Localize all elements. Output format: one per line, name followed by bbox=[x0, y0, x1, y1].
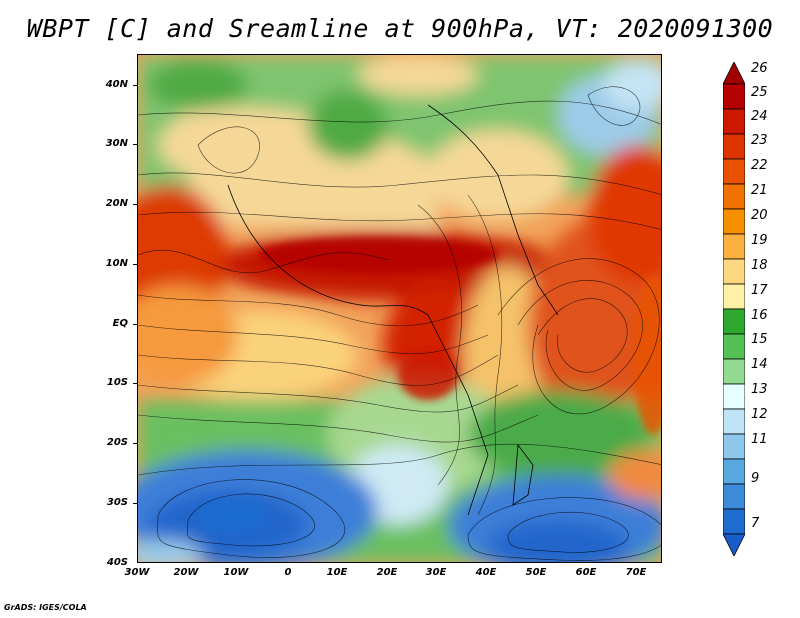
coastlines bbox=[227, 104, 559, 516]
colorbar-label: 18 bbox=[751, 258, 768, 273]
colorbar-swatch bbox=[723, 358, 745, 385]
chart-title: WBPT [C] and Sreamline at 900hPa, VT: 20… bbox=[26, 14, 774, 43]
lat-label: 10S bbox=[106, 377, 128, 388]
colorbar-label: 17 bbox=[751, 283, 768, 298]
colorbar-swatch bbox=[723, 233, 745, 260]
colorbar-swatch bbox=[723, 458, 745, 485]
wbpt-detail bbox=[198, 237, 661, 533]
colorbar-swatch bbox=[723, 508, 745, 535]
lon-label: 30W bbox=[124, 567, 150, 578]
colorbar-label: 12 bbox=[751, 407, 768, 422]
lon-label: 70E bbox=[625, 567, 647, 578]
map-panel bbox=[137, 54, 662, 563]
colorbar-swatch bbox=[723, 308, 745, 335]
colorbar-swatch bbox=[723, 408, 745, 435]
colorbar-swatch bbox=[723, 133, 745, 160]
lat-label: 30S bbox=[106, 497, 128, 508]
lat-label: 20N bbox=[105, 198, 128, 209]
colorbar-swatch bbox=[723, 433, 745, 460]
grads-credit: GrADS: IGES/COLA bbox=[4, 603, 87, 612]
streamlines bbox=[138, 86, 661, 561]
colorbar-label: 14 bbox=[751, 357, 768, 372]
colorbar-swatch bbox=[723, 283, 745, 310]
lon-label: 60E bbox=[575, 567, 597, 578]
colorbar-swatch bbox=[723, 83, 745, 110]
lon-label: 20E bbox=[376, 567, 398, 578]
colorbar-swatch bbox=[723, 108, 745, 135]
colorbar-label: 13 bbox=[751, 382, 768, 397]
colorbar-label: 21 bbox=[751, 183, 768, 198]
lon-label: 10W bbox=[223, 567, 249, 578]
colorbar-label: 19 bbox=[751, 233, 768, 248]
colorbar-label: 9 bbox=[751, 471, 760, 486]
colorbar-top-arrow bbox=[723, 62, 745, 85]
lon-label: 0 bbox=[284, 567, 292, 578]
lat-label: 40N bbox=[105, 79, 128, 90]
lat-label: 40S bbox=[106, 557, 128, 568]
colorbar-label: 26 bbox=[751, 61, 768, 76]
colorbar-label: 23 bbox=[751, 133, 768, 148]
wbpt-field-map bbox=[138, 55, 661, 562]
colorbar-label: 15 bbox=[751, 332, 768, 347]
colorbar-swatch bbox=[723, 258, 745, 285]
wbpt-shading bbox=[138, 55, 661, 562]
colorbar-label: 16 bbox=[751, 308, 768, 323]
colorbar-swatch bbox=[723, 483, 745, 510]
lat-label: 20S bbox=[106, 437, 128, 448]
lon-label: 50E bbox=[525, 567, 547, 578]
lon-label: 40E bbox=[475, 567, 497, 578]
colorbar-label: 25 bbox=[751, 85, 768, 100]
lon-label: 10E bbox=[326, 567, 348, 578]
colorbar-label: 7 bbox=[751, 516, 760, 531]
lon-label: 20W bbox=[173, 567, 199, 578]
colorbar-swatch bbox=[723, 383, 745, 410]
lat-label: 30N bbox=[105, 138, 128, 149]
colorbar-swatch bbox=[723, 208, 745, 235]
colorbar-label: 20 bbox=[751, 208, 768, 223]
colorbar-swatch bbox=[723, 183, 745, 210]
colorbar-label: 22 bbox=[751, 158, 768, 173]
colorbar-label: 11 bbox=[751, 432, 768, 447]
colorbar-bottom-arrow bbox=[723, 533, 745, 556]
lon-label: 30E bbox=[425, 567, 447, 578]
lat-label: EQ bbox=[112, 318, 128, 329]
lat-label: 10N bbox=[105, 258, 128, 269]
colorbar bbox=[723, 62, 745, 556]
colorbar-swatch bbox=[723, 158, 745, 185]
colorbar-label: 24 bbox=[751, 109, 768, 124]
colorbar-swatch bbox=[723, 333, 745, 360]
